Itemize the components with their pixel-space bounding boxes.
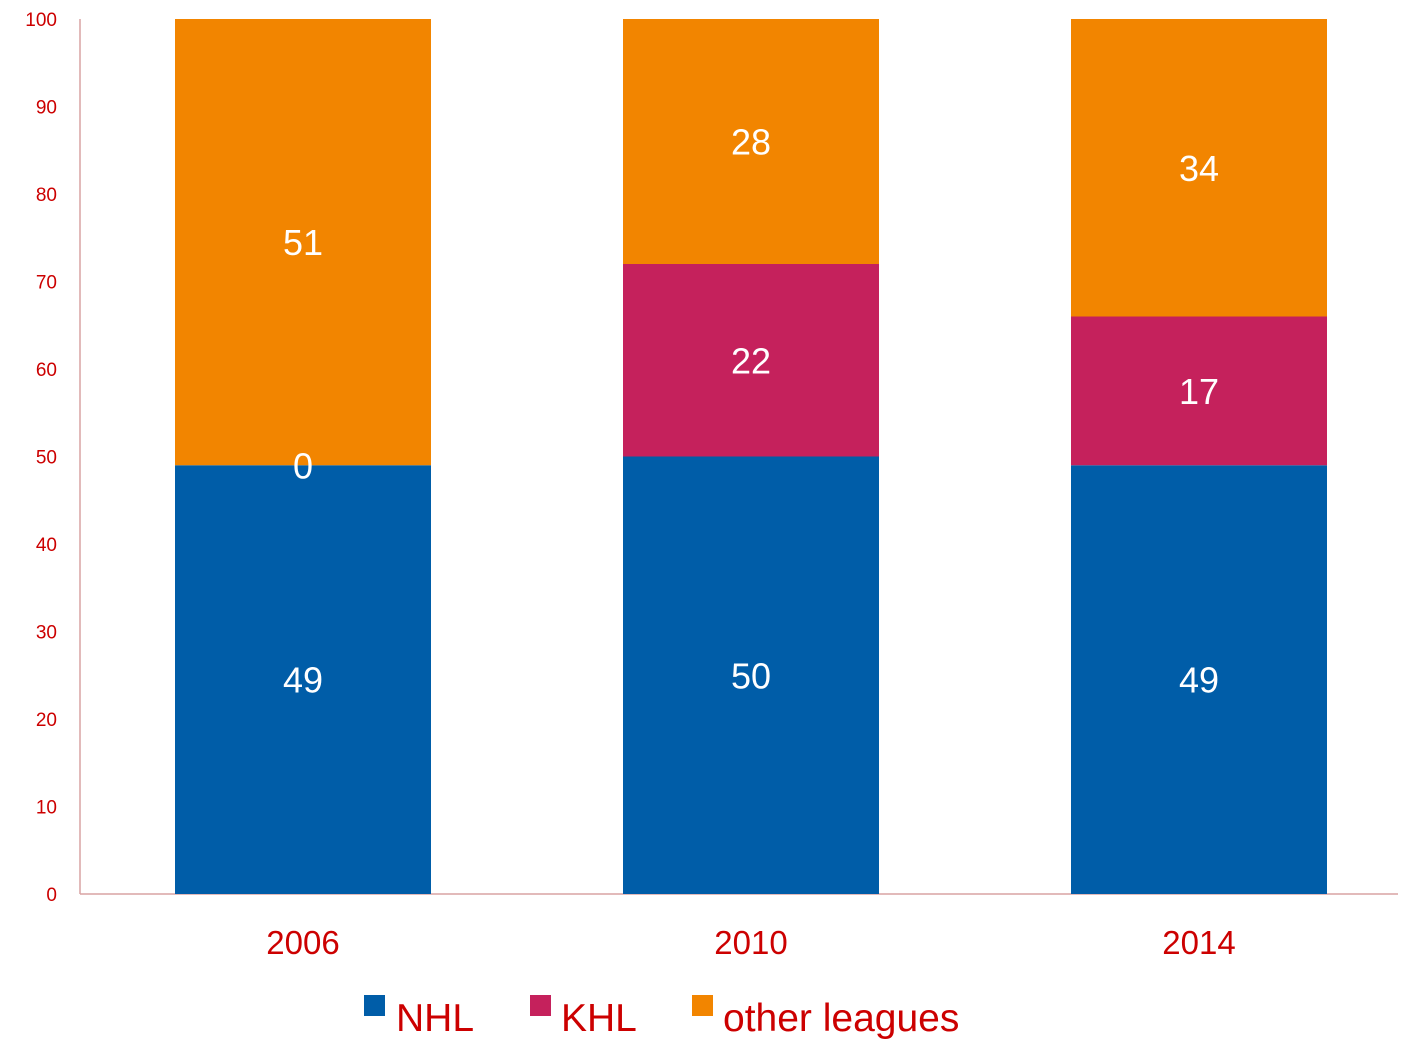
- y-tick-label: 0: [46, 885, 57, 906]
- data-label: 17: [1179, 371, 1219, 412]
- y-tick-label: 20: [36, 710, 57, 731]
- data-label: 34: [1179, 148, 1219, 189]
- y-tick-label: 30: [36, 623, 57, 644]
- legend-swatch: [692, 995, 713, 1016]
- bar-segment-other-leagues: [623, 19, 879, 264]
- bar-segment-nhl: [175, 465, 431, 894]
- y-axis: 0 10 20 30 40 50 60 70 80 90 100: [25, 10, 81, 906]
- bar-segment-other-leagues: [175, 19, 431, 466]
- data-label: 50: [731, 655, 771, 696]
- y-tick-label: 70: [36, 273, 57, 294]
- y-tick-label: 90: [36, 98, 57, 119]
- legend: NHL KHL other leagues: [364, 995, 959, 1040]
- bar-segment-other-leagues: [1071, 19, 1327, 317]
- y-tick-label: 60: [36, 360, 57, 381]
- bars: [175, 19, 1327, 894]
- x-tick-label: 2014: [1162, 924, 1235, 961]
- legend-swatch: [364, 995, 385, 1016]
- legend-label: KHL: [561, 997, 637, 1040]
- y-tick-label: 10: [36, 798, 57, 819]
- bar-segment-nhl: [1071, 465, 1327, 894]
- x-tick-label: 2006: [266, 924, 339, 961]
- data-label: 0: [293, 445, 313, 486]
- y-tick-label: 80: [36, 185, 57, 206]
- legend-label: NHL: [396, 997, 474, 1040]
- data-label: 28: [731, 122, 771, 163]
- data-label: 49: [283, 660, 323, 701]
- data-label: 22: [731, 340, 771, 381]
- bar-segment-khl: [1071, 316, 1327, 466]
- bar-segment-khl: [623, 264, 879, 457]
- data-label: 49: [1179, 660, 1219, 701]
- x-tick-label: 2010: [714, 924, 787, 961]
- x-axis: 2006 2010 2014: [80, 893, 1398, 961]
- data-labels: 49 0 51 50 22 28 49 17 34: [283, 122, 1219, 701]
- data-label: 51: [283, 222, 323, 263]
- bar-segment-nhl: [623, 456, 879, 894]
- y-tick-label: 50: [36, 448, 57, 469]
- legend-swatch: [530, 995, 551, 1016]
- legend-label: other leagues: [723, 997, 959, 1040]
- y-tick-label: 40: [36, 535, 57, 556]
- y-tick-label: 100: [25, 10, 57, 31]
